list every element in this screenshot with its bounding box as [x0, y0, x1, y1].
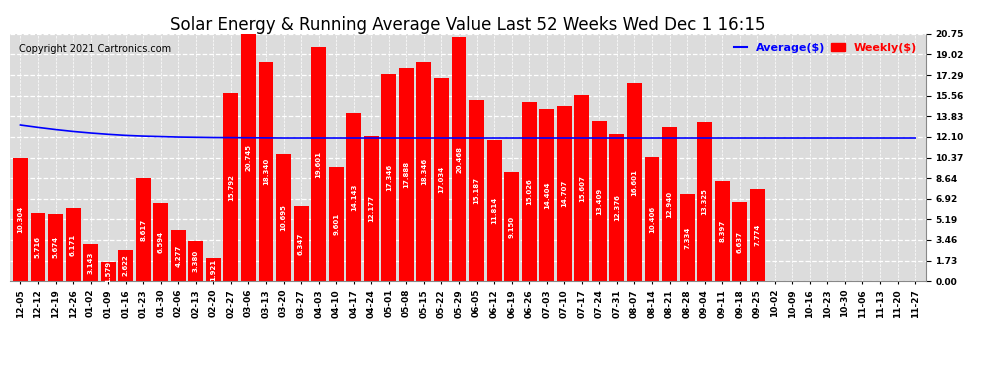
- Bar: [294, 206, 309, 281]
- Text: 15.792: 15.792: [228, 174, 234, 201]
- Text: 7.774: 7.774: [754, 224, 760, 246]
- Bar: [118, 250, 133, 281]
- Bar: [49, 214, 63, 281]
- Text: 18.346: 18.346: [421, 158, 427, 185]
- Text: 10.406: 10.406: [649, 206, 655, 233]
- Title: Solar Energy & Running Average Value Last 52 Weeks Wed Dec 1 16:15: Solar Energy & Running Average Value Las…: [170, 16, 765, 34]
- Bar: [329, 167, 344, 281]
- Text: 10.304: 10.304: [18, 206, 24, 233]
- Text: 6.171: 6.171: [70, 233, 76, 255]
- Text: 14.707: 14.707: [561, 180, 567, 207]
- Text: 6.594: 6.594: [157, 231, 163, 253]
- Bar: [697, 122, 712, 281]
- Text: Copyright 2021 Cartronics.com: Copyright 2021 Cartronics.com: [19, 44, 171, 54]
- Text: 17.346: 17.346: [386, 164, 392, 191]
- Bar: [574, 95, 589, 281]
- Bar: [188, 241, 203, 281]
- Bar: [733, 202, 747, 281]
- Text: 2.622: 2.622: [123, 255, 129, 276]
- Text: 10.695: 10.695: [280, 204, 286, 231]
- Bar: [224, 93, 239, 281]
- Text: 4.277: 4.277: [175, 244, 181, 267]
- Text: 20.745: 20.745: [246, 144, 251, 171]
- Text: 15.026: 15.026: [526, 178, 533, 205]
- Bar: [556, 106, 571, 281]
- Bar: [662, 127, 677, 281]
- Text: 5.716: 5.716: [35, 236, 41, 258]
- Text: 9.150: 9.150: [509, 216, 515, 238]
- Bar: [644, 157, 659, 281]
- Text: 18.340: 18.340: [263, 158, 269, 186]
- Text: 5.674: 5.674: [52, 236, 58, 258]
- Bar: [206, 258, 221, 281]
- Bar: [715, 181, 730, 281]
- Bar: [364, 136, 379, 281]
- Bar: [627, 83, 642, 281]
- Text: 7.334: 7.334: [684, 226, 690, 249]
- Bar: [258, 63, 273, 281]
- Text: 14.404: 14.404: [544, 182, 549, 209]
- Bar: [31, 213, 46, 281]
- Bar: [83, 244, 98, 281]
- Bar: [540, 110, 554, 281]
- Bar: [487, 140, 502, 281]
- Text: 6.347: 6.347: [298, 232, 304, 255]
- Bar: [504, 172, 519, 281]
- Bar: [276, 154, 291, 281]
- Bar: [346, 112, 361, 281]
- Bar: [451, 37, 466, 281]
- Bar: [469, 100, 484, 281]
- Text: 8.397: 8.397: [719, 220, 725, 242]
- Bar: [311, 48, 326, 281]
- Text: 16.601: 16.601: [632, 169, 638, 196]
- Bar: [136, 178, 150, 281]
- Bar: [13, 158, 28, 281]
- Bar: [171, 230, 186, 281]
- Text: 14.143: 14.143: [350, 183, 356, 211]
- Text: 15.187: 15.187: [473, 177, 479, 204]
- Bar: [153, 202, 168, 281]
- Text: 11.814: 11.814: [491, 197, 497, 224]
- Text: 8.617: 8.617: [141, 219, 147, 241]
- Text: 19.601: 19.601: [316, 151, 322, 178]
- Bar: [101, 262, 116, 281]
- Text: 12.177: 12.177: [368, 195, 374, 222]
- Bar: [522, 102, 537, 281]
- Text: 3.143: 3.143: [87, 251, 94, 274]
- Text: 1.579: 1.579: [105, 261, 111, 283]
- Bar: [434, 78, 448, 281]
- Bar: [749, 189, 764, 281]
- Text: 9.601: 9.601: [334, 213, 340, 235]
- Text: 17.034: 17.034: [439, 166, 445, 193]
- Bar: [65, 208, 80, 281]
- Text: 13.325: 13.325: [702, 188, 708, 215]
- Text: 20.468: 20.468: [456, 146, 462, 172]
- Text: 15.607: 15.607: [579, 175, 585, 202]
- Bar: [381, 74, 396, 281]
- Text: 17.888: 17.888: [403, 161, 410, 188]
- Text: 12.376: 12.376: [614, 194, 620, 221]
- Bar: [679, 194, 695, 281]
- Text: 12.940: 12.940: [666, 190, 672, 217]
- Bar: [610, 134, 625, 281]
- Text: 6.637: 6.637: [737, 231, 742, 253]
- Bar: [417, 62, 432, 281]
- Bar: [592, 121, 607, 281]
- Text: 1.921: 1.921: [211, 259, 217, 281]
- Text: 3.380: 3.380: [193, 250, 199, 272]
- Bar: [241, 34, 256, 281]
- Legend: Average($), Weekly($): Average($), Weekly($): [731, 39, 920, 56]
- Bar: [399, 68, 414, 281]
- Text: 13.409: 13.409: [596, 188, 602, 215]
